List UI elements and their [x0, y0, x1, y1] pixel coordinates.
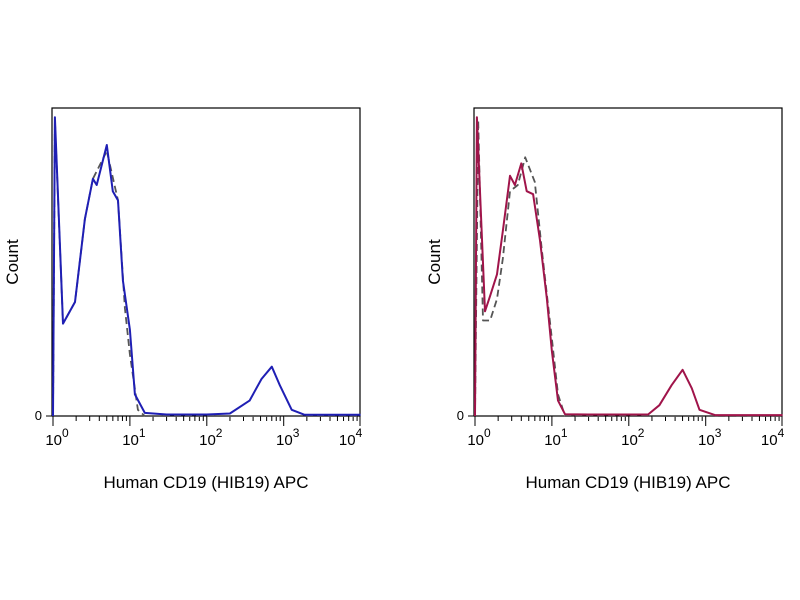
plot-frame [51, 107, 361, 417]
series-isotype-control [474, 119, 783, 417]
series-stained [52, 116, 361, 417]
x-tick-label: 104 [339, 426, 363, 449]
x-axis-label: Human CD19 (HIB19) APC [525, 473, 730, 492]
x-tick-label: 100 [467, 426, 491, 449]
series-stained [474, 116, 783, 417]
y-tick-label: 0 [457, 408, 464, 423]
y-axis-label: Count [3, 239, 22, 285]
x-tick-label: 103 [276, 426, 300, 449]
y-tick-label: 0 [35, 408, 42, 423]
x-tick-label: 102 [621, 426, 645, 449]
series-isotype-control [52, 119, 361, 417]
x-tick-label: 101 [122, 426, 146, 449]
x-tick-label: 102 [199, 426, 223, 449]
x-tick-label: 103 [698, 426, 722, 449]
x-tick-label: 104 [761, 426, 785, 449]
x-axis-label: Human CD19 (HIB19) APC [103, 473, 308, 492]
y-axis-label: Count [425, 239, 444, 285]
x-tick-label: 100 [45, 426, 69, 449]
x-tick-label: 101 [544, 426, 568, 449]
plot-frame [473, 107, 783, 417]
